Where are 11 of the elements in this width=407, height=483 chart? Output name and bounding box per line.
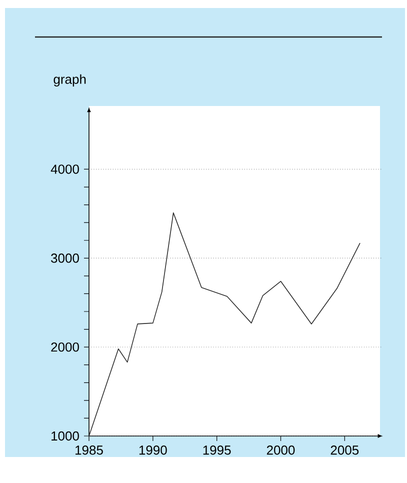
y-tick-label: 4000 bbox=[50, 164, 79, 174]
x-tick-label: 1995 bbox=[203, 446, 231, 455]
y-tick-label: 1000 bbox=[52, 431, 79, 441]
y-axis-title: graph bbox=[54, 74, 86, 86]
y-tick-label: 2000 bbox=[51, 342, 79, 352]
line-series bbox=[88, 212, 360, 436]
x-tick-label: 1985 bbox=[76, 446, 103, 455]
x-tick-label: 2000 bbox=[266, 446, 295, 455]
x-tick-label: 2005 bbox=[330, 446, 359, 455]
y-tick-label: 3000 bbox=[51, 254, 79, 263]
x-tick-label: 1990 bbox=[139, 446, 167, 455]
